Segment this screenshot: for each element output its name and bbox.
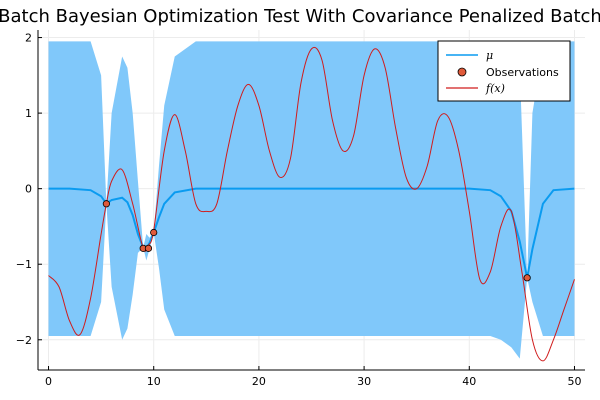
observation-point — [150, 228, 158, 237]
y-tick-label: 2 — [25, 32, 32, 45]
y-tick-label: −1 — [16, 258, 32, 271]
y-tick-label: 0 — [25, 183, 32, 196]
observation-point — [144, 244, 153, 252]
x-tick-label: 30 — [357, 375, 371, 388]
mu-series-line — [48, 187, 575, 279]
legend: μ Observations f(x) — [437, 40, 571, 102]
x-tick-label: 40 — [462, 375, 476, 388]
mu-confidence-band — [48, 41, 575, 359]
legend-observations-label: Observations — [486, 66, 559, 79]
plot-area: 0 10 20 30 40 50 −2 −1 0 1 2 — [16, 30, 585, 388]
y-tick-label: −2 — [16, 334, 32, 347]
observation-point — [523, 274, 531, 282]
observation-point — [102, 200, 110, 208]
legend-f-label: f(x) — [485, 82, 505, 95]
legend-observations-swatch — [457, 67, 467, 77]
y-tick-label: 1 — [25, 107, 32, 120]
f-series-line — [48, 46, 575, 362]
x-tick-label: 20 — [252, 375, 266, 388]
x-tick-label: 10 — [147, 375, 161, 388]
legend-mu-label: μ — [486, 49, 493, 62]
chart-title: Batch Bayesian Optimization Test With Co… — [0, 6, 600, 27]
x-tick-label: 50 — [567, 375, 581, 388]
x-tick-label: 0 — [45, 375, 52, 388]
